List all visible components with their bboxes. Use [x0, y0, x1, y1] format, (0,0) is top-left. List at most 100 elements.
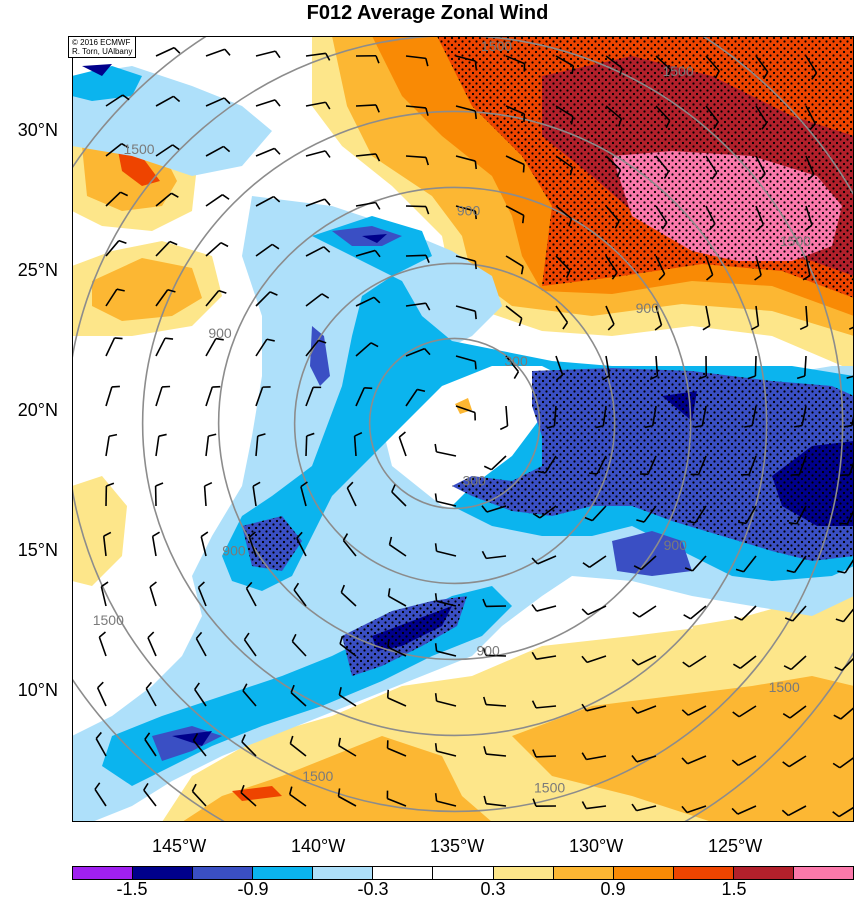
credit-line-2: R. Torn, UAlbany	[72, 47, 133, 56]
wind-barb	[405, 347, 431, 357]
wind-barb	[782, 755, 807, 768]
wind-barb	[455, 355, 477, 370]
wind-barb	[755, 55, 769, 80]
wind-barb	[105, 482, 115, 507]
chart-title: F012 Average Zonal Wind	[306, 2, 549, 24]
wind-barb	[155, 385, 171, 407]
wind-barb	[102, 531, 112, 557]
lon-label-140w: 140°W	[291, 836, 346, 856]
wind-barb	[387, 639, 407, 657]
contour-layer	[72, 36, 854, 822]
colorbar-label-neg-0-3: -0.3	[357, 879, 389, 899]
wind-barb	[405, 55, 429, 67]
wind-barb	[305, 432, 315, 457]
wind-barb	[455, 55, 478, 70]
wind-barb	[555, 305, 569, 330]
wind-barb	[505, 155, 525, 173]
wind-barb	[690, 455, 707, 476]
wind-barb	[434, 693, 457, 707]
colorbar-swatch	[613, 867, 674, 879]
wind-barb	[200, 531, 209, 557]
wind-barb	[655, 205, 668, 230]
wind-barb	[537, 455, 557, 474]
wind-barb	[305, 198, 331, 207]
cool-region-main-light	[72, 196, 854, 822]
contour-label: 1500	[769, 679, 800, 695]
wind-barb-layer	[94, 45, 854, 818]
wind-barb	[754, 255, 762, 281]
wind-barb	[631, 655, 657, 666]
wind-barb	[636, 505, 657, 523]
wind-barb	[342, 533, 357, 557]
height-contour-line	[217, 186, 692, 661]
wind-barb	[649, 355, 659, 381]
colorbar-swatch	[193, 867, 254, 879]
wind-barb	[155, 433, 167, 457]
cool-region-blue-w	[310, 326, 330, 386]
wind-barb	[255, 147, 281, 157]
colorbar-swatch	[133, 867, 194, 879]
colorbar-swatch	[433, 867, 494, 879]
wind-barb	[245, 581, 257, 607]
lat-label-30n: 30°N	[17, 120, 58, 140]
wind-barb	[240, 784, 257, 807]
wind-barb	[149, 581, 157, 607]
wind-barb	[252, 481, 261, 507]
wind-barb	[105, 142, 129, 157]
wind-barb	[194, 682, 207, 707]
wind-barb	[300, 481, 308, 507]
wind-barb	[581, 605, 607, 616]
wind-barb	[192, 733, 207, 757]
wind-barb	[143, 782, 157, 807]
wind-barb	[455, 405, 476, 421]
wind-barb	[532, 798, 557, 807]
wind-barb	[105, 191, 129, 207]
credit-box: © 2016 ECMWF R. Torn, UAlbany	[68, 36, 137, 58]
lat-label-15n: 15°N	[17, 540, 58, 560]
wind-barb	[841, 459, 854, 476]
wind-barb	[799, 305, 809, 331]
warm-region-stipple	[437, 36, 854, 298]
colorbar-label-neg-1-5: -1.5	[116, 879, 148, 899]
wind-barb	[105, 288, 125, 307]
wind-barb	[555, 355, 564, 381]
wind-barb	[784, 605, 807, 622]
wind-barb	[555, 255, 571, 278]
warm-blob-w-orange	[92, 258, 202, 321]
wind-barb	[505, 355, 520, 379]
wind-barb	[338, 686, 357, 707]
wind-barb	[531, 651, 557, 660]
wind-barb	[434, 543, 457, 557]
cool-core-nw-corner	[82, 64, 112, 76]
colorbar-label-neg-0-9: -0.9	[237, 879, 269, 899]
wind-barb	[305, 52, 331, 61]
wind-barb	[151, 531, 160, 557]
wind-barb	[296, 531, 307, 557]
wind-barb	[355, 342, 379, 357]
lon-label-130w: 130°W	[569, 836, 624, 856]
wind-barb	[605, 105, 623, 127]
wind-barb	[531, 604, 557, 612]
wind-barb	[434, 793, 457, 807]
wind-barb	[405, 105, 429, 116]
wind-barb	[105, 239, 127, 257]
wind-barb	[744, 405, 757, 428]
wind-barb	[355, 201, 381, 210]
wind-barb	[839, 508, 854, 525]
wind-barb	[705, 255, 714, 281]
wind-barb	[782, 705, 807, 719]
wind-barb	[405, 388, 426, 407]
wind-barb	[205, 241, 229, 257]
wind-barb	[291, 633, 307, 657]
wind-barb	[455, 105, 478, 120]
wind-barb	[682, 655, 707, 668]
wind-barb	[405, 254, 430, 264]
wind-barb	[655, 55, 672, 78]
wind-barb	[684, 555, 707, 572]
wind-barb	[740, 455, 757, 476]
wind-barb	[732, 705, 757, 718]
wind-barb	[655, 255, 666, 281]
colorbar-swatch	[553, 867, 614, 879]
wind-barb	[155, 144, 180, 157]
wind-barb	[705, 105, 719, 130]
